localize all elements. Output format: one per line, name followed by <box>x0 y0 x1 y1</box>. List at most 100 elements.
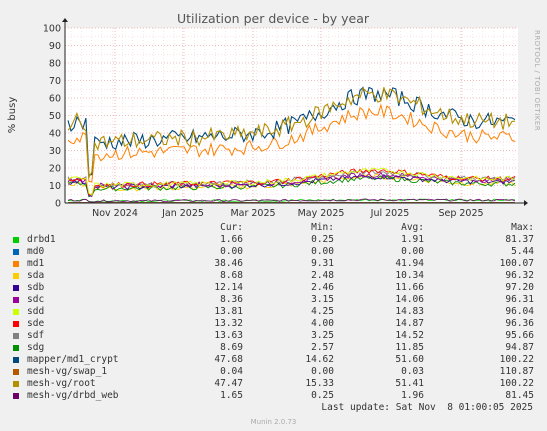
series-max: 97.20 <box>505 282 534 293</box>
legend-swatch <box>13 321 19 327</box>
y-tick-label: 10 <box>49 181 61 192</box>
series-max: 5.44 <box>511 246 534 257</box>
col-max: Max: <box>511 222 534 233</box>
series-name: sdf <box>27 330 45 341</box>
series-avg: 41.94 <box>395 258 424 269</box>
legend-swatch <box>13 393 19 399</box>
rrdtool-credit: RRDTOOL / TOBI OETIKER <box>533 30 541 131</box>
series-min: 15.33 <box>305 378 334 389</box>
legend-row: sda 8.68 2.48 10.34 96.32 <box>0 270 547 282</box>
series-name: md0 <box>27 246 45 257</box>
legend-swatch <box>13 261 19 267</box>
x-tick-label: Mar 2025 <box>230 208 275 219</box>
y-tick-label: 0 <box>55 199 61 210</box>
series-min: 4.00 <box>311 318 334 329</box>
series-avg: 14.87 <box>395 318 424 329</box>
y-tick-label: 40 <box>49 129 61 140</box>
series-cur: 8.69 <box>220 342 243 353</box>
legend-row: sdb 12.14 2.46 11.66 97.20 <box>0 282 547 294</box>
legend-row: sde 13.32 4.00 14.87 96.36 <box>0 318 547 330</box>
series-name: md1 <box>27 258 45 269</box>
series-name: sdc <box>27 294 45 305</box>
series-line-mesh-vg-root <box>67 87 516 180</box>
series-line-sdb <box>67 173 516 197</box>
series-min: 9.31 <box>311 258 334 269</box>
series-line-mapper-md1-crypt <box>67 86 516 176</box>
axes: 0 10 20 30 40 50 60 70 80 90 100 Nov 2024 Jan 2025 Ma… <box>43 18 528 219</box>
series-avg: 10.34 <box>395 270 424 281</box>
x-tick-label: May 2025 <box>298 208 345 219</box>
legend-swatch <box>13 249 19 255</box>
legend-swatch <box>13 309 19 315</box>
series-line-sda <box>67 173 516 198</box>
series-name: sda <box>27 270 45 281</box>
series-avg: 51.41 <box>395 378 424 389</box>
legend-row: sdd 13.81 4.25 14.83 96.04 <box>0 306 547 318</box>
y-tick-label: 30 <box>49 146 61 157</box>
legend-swatch <box>13 297 19 303</box>
series-avg: 1.91 <box>401 234 424 245</box>
legend-swatch <box>13 333 19 339</box>
series-min: 2.46 <box>311 282 334 293</box>
series-cur: 47.68 <box>214 354 243 365</box>
series-max: 96.04 <box>505 306 534 317</box>
series-avg: 14.06 <box>395 294 424 305</box>
legend-swatch <box>13 381 19 387</box>
y-axis-arrow <box>62 18 68 22</box>
col-min: Min: <box>311 222 334 233</box>
series-max: 100.07 <box>499 258 534 269</box>
y-tick-label: 100 <box>43 24 61 35</box>
legend-swatch <box>13 237 19 243</box>
series-avg: 0.00 <box>401 246 424 257</box>
series-cur: 13.63 <box>214 330 243 341</box>
series-max: 96.31 <box>505 294 534 305</box>
series-cur: 1.65 <box>220 390 243 401</box>
series-cur: 13.81 <box>214 306 243 317</box>
series-min: 4.25 <box>311 306 334 317</box>
series-name: sdg <box>27 342 45 353</box>
utilization-chart: 0 10 20 30 40 50 60 70 80 90 100 Nov 2024 Jan 2025 Ma… <box>7 11 541 219</box>
x-tick-label: Sep 2025 <box>438 208 483 219</box>
legend-header: Cur: Min: Avg: Max: <box>0 222 547 234</box>
last-update: Last update: Sat Nov 8 01:00:05 2025 <box>321 402 533 413</box>
legend-row: sdf 13.63 3.25 14.52 95.66 <box>0 330 547 342</box>
y-tick-label: 70 <box>49 76 61 87</box>
col-avg: Avg: <box>401 222 424 233</box>
series-min: 2.48 <box>311 270 334 281</box>
x-tick-label: Jul 2025 <box>370 208 410 219</box>
series-max: 94.87 <box>505 342 534 353</box>
legend-swatch <box>13 345 19 351</box>
legend-table: Cur: Min: Avg: Max: drbd1 1.66 0.25 1.91 81.… <box>0 222 547 402</box>
series-max: 110.87 <box>499 366 534 377</box>
series-line-mesh-vg-drbd-web <box>67 198 516 203</box>
series-max: 81.45 <box>505 390 534 401</box>
series-min: 2.57 <box>311 342 334 353</box>
series-max: 100.22 <box>499 354 534 365</box>
series-min: 14.62 <box>305 354 334 365</box>
series-name: mesh-vg/root <box>27 378 96 389</box>
series-avg: 11.66 <box>395 282 424 293</box>
legend-row: mapper/md1_crypt 47.68 14.62 51.60 100.22 <box>0 354 547 366</box>
series-name: drbd1 <box>27 234 56 245</box>
series-cur: 8.36 <box>220 294 243 305</box>
series-min: 0.00 <box>311 246 334 257</box>
legend-swatch <box>13 357 19 363</box>
y-axis-label: % busy <box>7 97 18 134</box>
munin-version: Munin 2.0.73 <box>250 418 297 426</box>
legend-row: mesh-vg/root 47.47 15.33 51.41 100.22 <box>0 378 547 390</box>
series-avg: 14.52 <box>395 330 424 341</box>
series-cur: 13.32 <box>214 318 243 329</box>
series-name: mapper/md1_crypt <box>27 354 119 365</box>
series-min: 0.25 <box>311 390 334 401</box>
series-min: 3.15 <box>311 294 334 305</box>
series-avg: 1.96 <box>401 390 424 401</box>
series-cur: 38.46 <box>214 258 243 269</box>
series-cur: 8.68 <box>220 270 243 281</box>
y-tick-label: 20 <box>49 164 61 175</box>
series-avg: 51.60 <box>395 354 424 365</box>
legend-row: md0 0.00 0.00 0.00 5.44 <box>0 246 547 258</box>
legend-row: mesh-vg/swap_1 0.04 0.00 0.03 110.87 <box>0 366 547 378</box>
series-name: sdd <box>27 306 45 317</box>
series-cur: 47.47 <box>214 378 243 389</box>
series-min: 3.25 <box>311 330 334 341</box>
